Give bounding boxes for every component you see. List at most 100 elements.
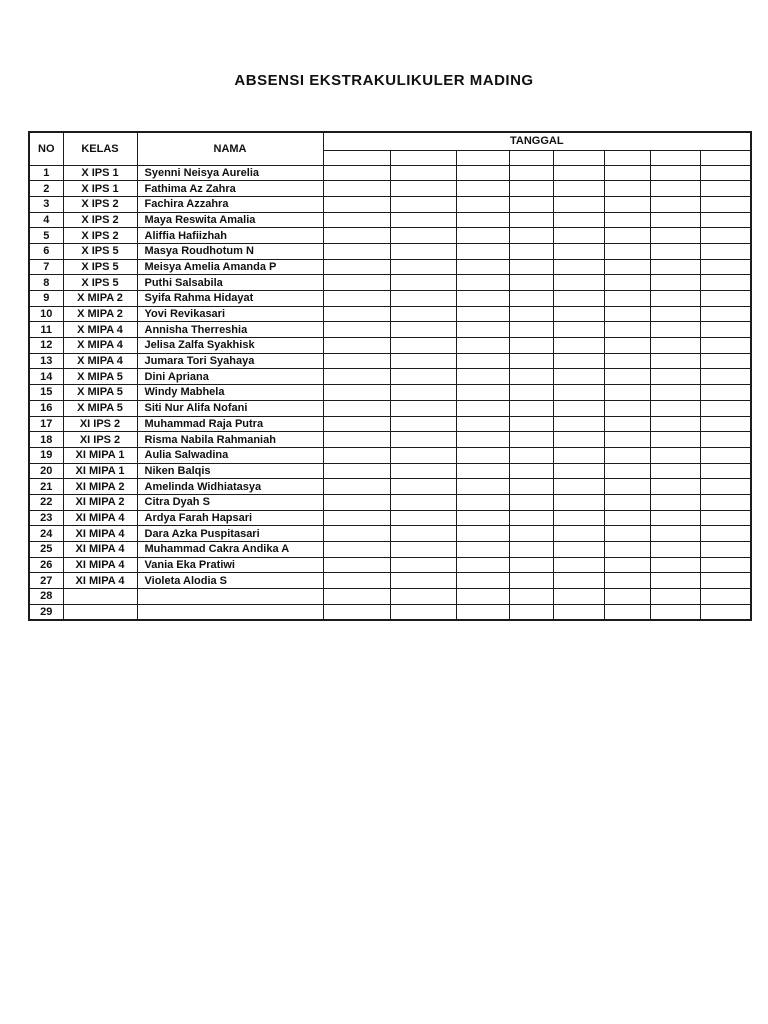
cell-date-blank [322,290,391,307]
cell-date-blank [389,493,457,511]
table-row: 15 X MIPA 5 Windy Mabhela [28,384,752,401]
cell-date-blank [699,493,752,511]
cell-date-blank [649,556,701,574]
cell-date-blank [508,211,554,229]
cell-date-blank [322,509,391,527]
cell-kelas: XI IPS 2 [62,415,138,433]
cell-no: 24 [28,525,64,542]
document-title: ABSENSI EKSTRAKULIKULER MADING [234,72,534,89]
cell-date-blank [699,556,752,574]
cell-date-blank [455,352,510,370]
cell-date-blank [455,478,510,495]
cell-date-blank [552,493,605,511]
cell-date-blank [508,290,554,307]
cell-date-blank [603,384,651,401]
cell-date-blank [389,431,457,448]
cell-date-blank [389,572,457,590]
cell-no: 6 [28,242,64,260]
cell-date-blank [552,305,605,323]
cell-date-blank [455,337,510,354]
cell-date-blank [603,509,651,527]
cell-date-blank [322,525,391,542]
cell-date-blank [649,274,701,291]
cell-date-blank [649,337,701,354]
header-date-blank [649,149,701,166]
cell-date-blank [699,352,752,370]
cell-kelas: XI IPS 2 [62,431,138,448]
cell-kelas [62,588,138,605]
cell-date-blank [389,399,457,417]
cell-date-blank [649,415,701,433]
cell-nama: Yovi Revikasari [136,305,324,323]
cell-kelas: XI MIPA 4 [62,556,138,574]
header-no: NO [28,131,64,166]
cell-date-blank [699,258,752,276]
cell-date-blank [508,525,554,542]
table-row: 23 XI MIPA 4 Ardya Farah Hapsari [28,509,752,527]
cell-date-blank [552,556,605,574]
cell-date-blank [603,180,651,197]
cell-date-blank [508,399,554,417]
header-date-blank [552,149,605,166]
table-row: 16 X MIPA 5 Siti Nur Alifa Nofani [28,399,752,417]
cell-kelas: X MIPA 4 [62,321,138,339]
cell-date-blank [603,242,651,260]
cell-date-blank [389,211,457,229]
cell-no: 20 [28,462,64,480]
cell-date-blank [603,368,651,386]
cell-date-blank [649,242,701,260]
cell-date-blank [508,415,554,433]
cell-kelas: X MIPA 4 [62,337,138,354]
cell-nama: Meisya Amelia Amanda P [136,258,324,276]
cell-date-blank [649,211,701,229]
cell-no: 10 [28,305,64,323]
cell-date-blank [455,415,510,433]
table-row: 12 X MIPA 4 Jelisa Zalfa Syakhisk [28,337,752,354]
cell-no: 19 [28,446,64,464]
cell-nama: Violeta Alodia S [136,572,324,590]
cell-date-blank [389,509,457,527]
cell-nama: Syenni Neisya Aurelia [136,164,324,182]
cell-nama: Muhammad Raja Putra [136,415,324,433]
cell-date-blank [455,242,510,260]
cell-date-blank [455,572,510,590]
cell-date-blank [552,290,605,307]
cell-date-blank [508,462,554,480]
cell-date-blank [389,321,457,339]
cell-nama: Fathima Az Zahra [136,180,324,197]
cell-date-blank [322,337,391,354]
cell-date-blank [649,227,701,244]
cell-kelas: XI MIPA 1 [62,446,138,464]
cell-nama: Jelisa Zalfa Syakhisk [136,337,324,354]
cell-date-blank [389,368,457,386]
cell-date-blank [603,478,651,495]
cell-date-blank [508,541,554,558]
header-tanggal: TANGGAL [322,131,752,151]
cell-nama: Niken Balqis [136,462,324,480]
header-row-dates [29,149,752,166]
cell-date-blank [552,164,605,182]
cell-date-blank [699,462,752,480]
cell-date-blank [389,541,457,558]
cell-no: 5 [28,227,64,244]
cell-date-blank [603,556,651,574]
table-row: 28 [28,588,752,605]
header-date-blank [603,149,651,166]
table-row: 10 X MIPA 2 Yovi Revikasari [28,305,752,323]
cell-date-blank [508,337,554,354]
cell-date-blank [649,290,701,307]
table-row: 13 X MIPA 4 Jumara Tori Syahaya [28,352,752,370]
cell-date-blank [603,541,651,558]
cell-date-blank [699,572,752,590]
cell-date-blank [649,462,701,480]
cell-date-blank [699,478,752,495]
cell-kelas: X IPS 5 [62,258,138,276]
cell-date-blank [699,415,752,433]
cell-date-blank [389,164,457,182]
